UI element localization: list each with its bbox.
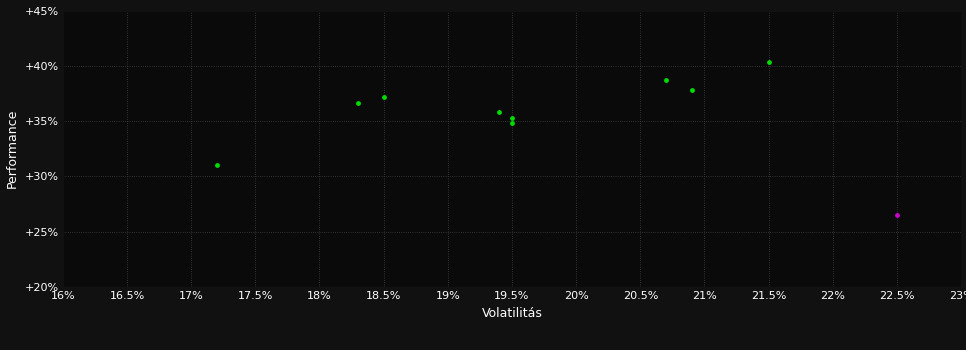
Point: [761, 60, 777, 65]
Point: [351, 100, 366, 106]
Point: [504, 120, 520, 126]
Y-axis label: Performance: Performance: [6, 109, 19, 188]
Point: [890, 212, 905, 218]
Point: [684, 88, 699, 93]
X-axis label: Volatilitás: Volatilitás: [481, 307, 543, 320]
Point: [504, 115, 520, 121]
Point: [492, 110, 507, 115]
Point: [209, 162, 224, 168]
Point: [658, 77, 673, 83]
Point: [376, 94, 391, 99]
